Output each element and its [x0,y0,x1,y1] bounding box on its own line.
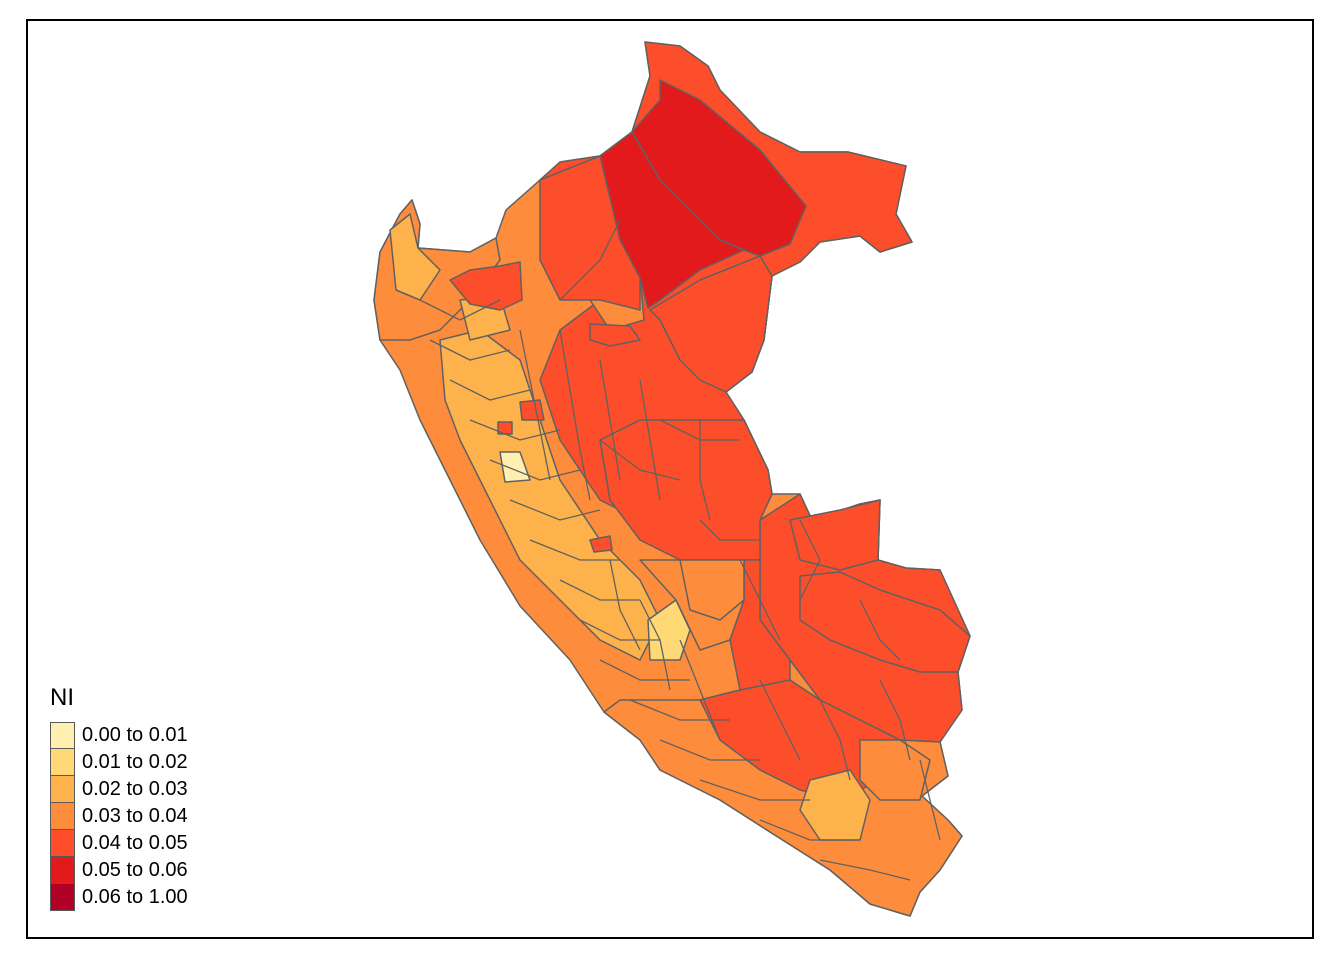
district-boundary [579,619,660,641]
district-boundary [679,639,721,741]
map-region [499,451,531,483]
legend-swatch [50,722,75,749]
legend-swatch [50,884,75,911]
map-region [679,559,745,621]
district-boundary [519,329,551,481]
map-region-highlight [539,155,641,311]
legend-swatch [50,803,75,830]
legend-swatch [50,830,75,857]
legend-label: 0.04 to 0.05 [82,832,188,854]
district-boundary [819,699,851,781]
district-boundary [819,859,911,881]
legend-label: 0.05 to 0.06 [82,859,188,881]
legend-item: 0.05 to 0.06 [50,857,188,884]
district-boundary [469,419,561,441]
map-region-highlight [589,535,613,553]
legend-swatch [50,776,75,803]
district-boundary [919,759,941,841]
legend-item: 0.03 to 0.04 [50,803,188,830]
legend-label: 0.00 to 0.01 [82,724,188,746]
district-boundary [419,299,501,321]
district-boundary [759,679,801,761]
legend-label: 0.01 to 0.02 [82,751,188,773]
district-boundary [629,699,730,721]
map-region-highlight [799,571,971,673]
legend-swatch [50,857,75,884]
map-region [647,599,691,661]
map-region-highlight [649,255,773,393]
district-boundary [489,459,581,481]
legend-item: 0.02 to 0.03 [50,776,188,803]
legend: NI 0.00 to 0.01 0.01 to 0.02 0.02 to 0.0… [50,684,188,911]
legend-swatch [50,749,75,776]
district-boundary [659,419,740,441]
district-boundary [449,379,531,401]
district-boundary [799,519,821,601]
map-region-highlight [497,421,513,435]
district-boundary [639,379,661,501]
district-boundary [529,539,620,561]
district-boundaries [419,219,941,881]
legend-item: 0.01 to 0.02 [50,749,188,776]
legend-label: 0.02 to 0.03 [82,778,188,800]
district-boundary [559,219,621,301]
map-region-highlight [589,323,641,347]
district-boundary [739,559,781,641]
legend-label: 0.03 to 0.04 [82,805,188,827]
district-boundary [879,679,911,761]
legend-item: 0.06 to 1.00 [50,884,188,911]
district-boundary [429,339,511,361]
district-boundary [699,519,760,541]
district-boundary [559,329,591,501]
legend-title: NI [50,684,74,711]
district-boundary [759,819,860,841]
map-region [729,559,791,691]
district-boundary [699,779,810,801]
map-region-highlight [449,261,523,311]
legend-rows: 0.00 to 0.01 0.01 to 0.02 0.02 to 0.03 0… [50,722,188,911]
district-boundary [859,599,901,661]
district-boundary [639,599,671,691]
map-region-highlight [519,399,545,421]
district-boundary [599,359,621,481]
legend-label: 0.06 to 1.00 [82,886,188,908]
map-regions [373,41,971,917]
district-boundary [509,499,601,521]
map-region [389,213,441,301]
district-boundary [559,579,640,601]
legend-item: 0.00 to 0.01 [50,722,188,749]
map-region [789,499,881,571]
map-region [859,739,931,801]
district-boundary [609,559,641,651]
district-boundary [659,739,760,761]
legend-item: 0.04 to 0.05 [50,830,188,857]
district-boundary [599,659,690,681]
district-boundary [599,439,681,481]
